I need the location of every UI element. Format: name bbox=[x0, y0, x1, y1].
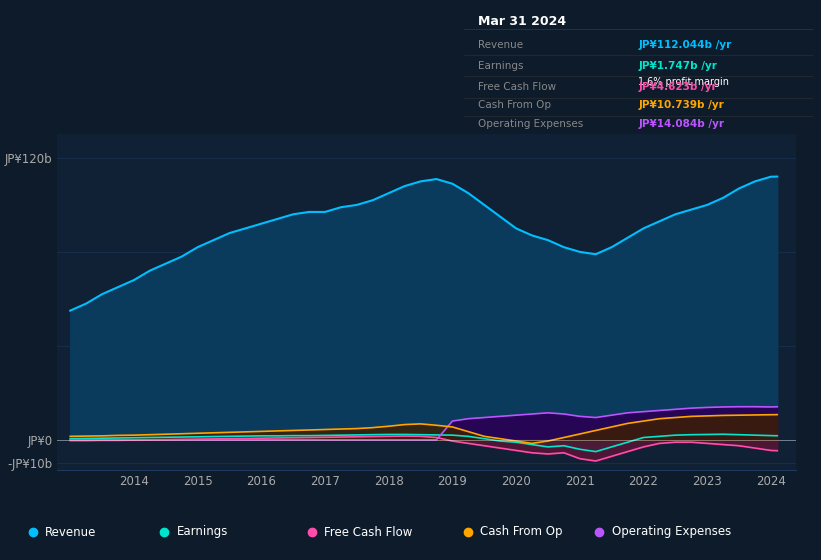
Text: Operating Expenses: Operating Expenses bbox=[612, 525, 731, 539]
Text: JP¥14.084b /yr: JP¥14.084b /yr bbox=[639, 119, 724, 129]
Text: Revenue: Revenue bbox=[45, 525, 97, 539]
Text: Earnings: Earnings bbox=[177, 525, 228, 539]
Text: Cash From Op: Cash From Op bbox=[480, 525, 562, 539]
Text: Cash From Op: Cash From Op bbox=[478, 100, 551, 110]
Text: JP¥1.747b /yr: JP¥1.747b /yr bbox=[639, 61, 718, 71]
Text: JP¥10.739b /yr: JP¥10.739b /yr bbox=[639, 100, 724, 110]
Text: Free Cash Flow: Free Cash Flow bbox=[324, 525, 413, 539]
Text: JP¥112.044b /yr: JP¥112.044b /yr bbox=[639, 40, 732, 50]
Text: Free Cash Flow: Free Cash Flow bbox=[478, 82, 556, 92]
Text: JP¥4.623b /yr: JP¥4.623b /yr bbox=[639, 82, 717, 92]
Text: 1.6% profit margin: 1.6% profit margin bbox=[639, 77, 729, 87]
Text: Earnings: Earnings bbox=[478, 61, 523, 71]
Text: Revenue: Revenue bbox=[478, 40, 523, 50]
Text: Mar 31 2024: Mar 31 2024 bbox=[478, 15, 566, 27]
Text: Operating Expenses: Operating Expenses bbox=[478, 119, 583, 129]
